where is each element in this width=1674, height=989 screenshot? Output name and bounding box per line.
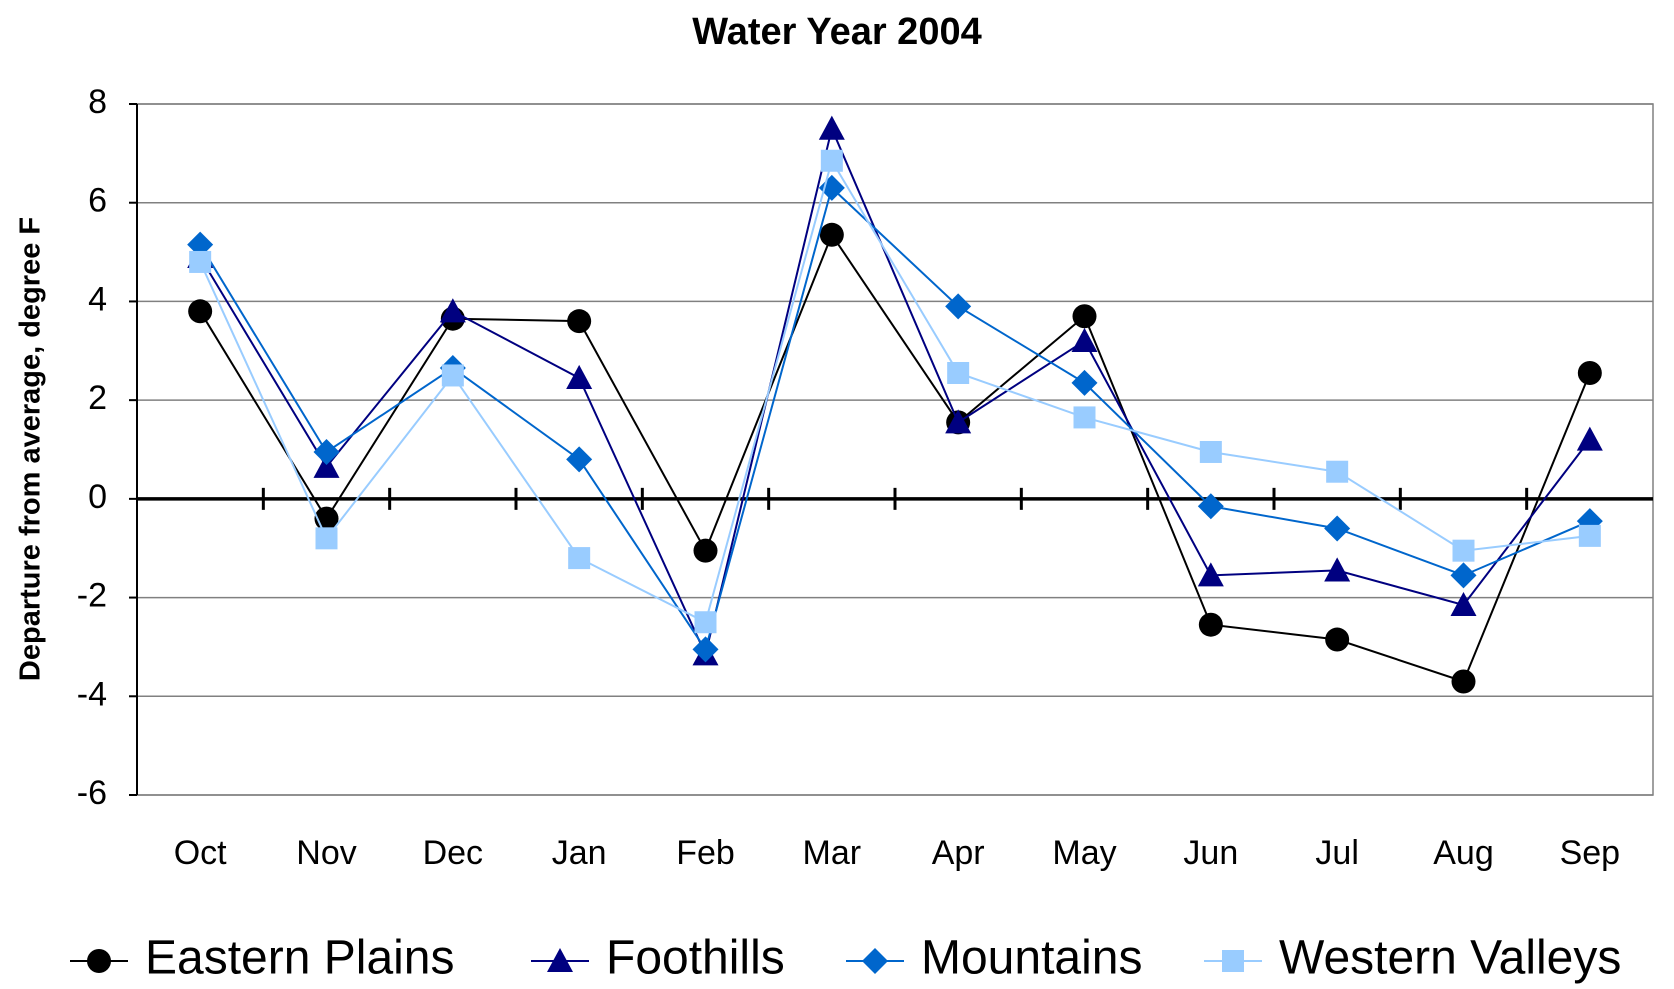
legend-label: Mountains — [921, 932, 1142, 985]
marker — [1324, 515, 1351, 542]
marker — [1325, 627, 1350, 652]
x-tick-label: Nov — [296, 834, 356, 872]
marker — [694, 611, 717, 634]
marker — [566, 364, 593, 389]
legend-marker — [1222, 950, 1244, 972]
legend-label: Eastern Plains — [145, 932, 455, 985]
marker — [315, 527, 338, 550]
marker — [819, 222, 844, 247]
marker — [439, 298, 466, 323]
marker — [1071, 369, 1098, 396]
y-tick-label: 2 — [88, 379, 107, 417]
chart-title: Water Year 2004 — [692, 11, 981, 53]
x-tick-label: May — [1052, 834, 1116, 872]
marker — [1198, 612, 1223, 637]
y-tick-label: -6 — [77, 774, 107, 812]
marker — [567, 309, 592, 334]
marker — [1576, 426, 1603, 451]
legend-marker — [547, 948, 573, 973]
marker — [1197, 493, 1224, 520]
x-tick-label: Aug — [1433, 834, 1494, 872]
y-tick-label: 0 — [88, 478, 107, 516]
y-tick-label: 4 — [88, 280, 107, 318]
marker — [313, 453, 340, 478]
marker — [1450, 562, 1477, 589]
y-axis-label: Departure from average, degree F — [15, 217, 47, 681]
marker — [1072, 304, 1097, 329]
x-tick-label: Mar — [803, 834, 862, 872]
marker — [1199, 440, 1222, 463]
x-tick-label: Jan — [552, 834, 607, 872]
marker — [441, 364, 464, 387]
marker — [566, 446, 593, 473]
legend-label: Western Valleys — [1279, 932, 1621, 985]
y-tick-label: -4 — [77, 675, 107, 713]
x-tick-label: Feb — [676, 834, 735, 872]
marker — [188, 299, 213, 324]
marker — [313, 438, 340, 465]
y-tick-label: 8 — [88, 83, 107, 121]
marker — [1073, 406, 1096, 429]
marker — [692, 636, 719, 663]
marker — [1451, 669, 1476, 694]
plot-area — [136, 103, 1654, 796]
series-line — [199, 158, 1590, 624]
legend-label: Foothills — [606, 932, 785, 985]
y-tick-label: 6 — [88, 182, 107, 220]
marker — [568, 547, 591, 570]
marker — [1197, 562, 1224, 587]
marker — [1577, 360, 1602, 385]
x-tick-label: Apr — [932, 834, 985, 872]
marker — [1324, 557, 1351, 582]
marker — [693, 538, 718, 563]
legend-marker — [87, 949, 111, 973]
marker — [1452, 539, 1475, 562]
marker — [1578, 524, 1601, 547]
marker — [947, 361, 970, 384]
marker — [820, 149, 843, 172]
marker — [1450, 591, 1477, 617]
marker — [1071, 327, 1098, 352]
marker — [818, 115, 845, 140]
x-tick-label: Sep — [1560, 834, 1621, 872]
x-tick-label: Jun — [1183, 834, 1238, 872]
marker — [945, 409, 972, 434]
legend-marker — [862, 948, 888, 974]
series-line — [199, 186, 1591, 652]
marker — [189, 250, 212, 273]
series-line — [199, 232, 1591, 683]
y-tick-label: -2 — [77, 577, 107, 615]
marker — [945, 293, 972, 320]
series-line — [199, 125, 1591, 658]
marker — [1326, 460, 1349, 483]
x-tick-label: Oct — [174, 834, 227, 872]
x-tick-label: Jul — [1315, 834, 1358, 872]
x-tick-label: Dec — [423, 834, 483, 872]
